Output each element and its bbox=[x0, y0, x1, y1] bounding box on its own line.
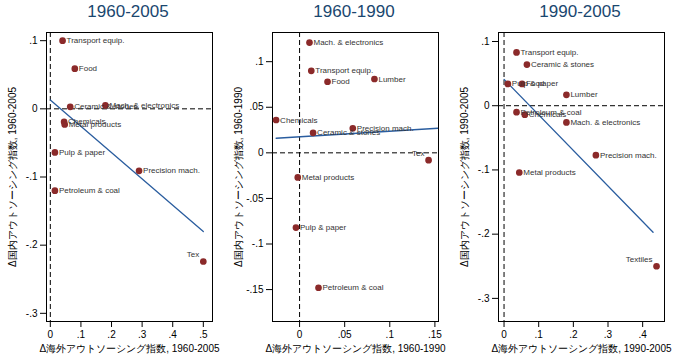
svg-text:.05: .05 bbox=[338, 329, 352, 340]
svg-text:Textiles: Textiles bbox=[626, 255, 653, 264]
svg-text:Transport equip.: Transport equip. bbox=[521, 48, 579, 57]
svg-text:Δ海外アウトソーシング指数, 1990-2005: Δ海外アウトソーシング指数, 1990-2005 bbox=[491, 343, 671, 354]
svg-text:Precision mach.: Precision mach. bbox=[143, 166, 200, 175]
svg-text:-.1: -.1 bbox=[26, 171, 38, 182]
svg-text:.1: .1 bbox=[386, 329, 395, 340]
svg-text:0: 0 bbox=[297, 329, 303, 340]
svg-text:Pulp & paper: Pulp & paper bbox=[300, 223, 347, 232]
svg-text:.2: .2 bbox=[569, 329, 578, 340]
svg-text:Pulp & paper: Pulp & paper bbox=[512, 79, 559, 88]
svg-text:0: 0 bbox=[48, 329, 54, 340]
svg-text:Δ国内アウトソーシング指数, 1960-2005: Δ国内アウトソーシング指数, 1960-2005 bbox=[7, 87, 18, 267]
svg-text:-.2: -.2 bbox=[26, 239, 38, 250]
svg-text:Precision mach.: Precision mach. bbox=[600, 151, 657, 160]
svg-text:Ceramic & stones: Ceramic & stones bbox=[531, 60, 594, 69]
svg-text:-.05: -.05 bbox=[246, 193, 264, 204]
svg-text:0: 0 bbox=[258, 147, 264, 158]
svg-text:.05: .05 bbox=[250, 101, 264, 112]
svg-text:Transport equip.: Transport equip. bbox=[67, 36, 125, 45]
svg-text:Δ国内アウトソーシング指数, 1990-2005: Δ国内アウトソーシング指数, 1990-2005 bbox=[459, 87, 470, 267]
svg-text:0: 0 bbox=[484, 100, 490, 111]
svg-text:-.1: -.1 bbox=[252, 238, 264, 249]
svg-text:0: 0 bbox=[32, 103, 38, 114]
svg-text:-.3: -.3 bbox=[26, 308, 38, 319]
svg-text:.15: .15 bbox=[428, 329, 442, 340]
svg-text:Metal products: Metal products bbox=[523, 168, 575, 177]
svg-text:Pulp & paper: Pulp & paper bbox=[59, 148, 106, 157]
svg-text:Δ海外アウトソーシング指数, 1960-1990: Δ海外アウトソーシング指数, 1960-1990 bbox=[265, 343, 445, 354]
svg-text:Precision mach.: Precision mach. bbox=[357, 124, 414, 133]
svg-text:Mach. & electronics: Mach. & electronics bbox=[313, 38, 383, 47]
svg-text:.2: .2 bbox=[107, 329, 116, 340]
html-text:1960-1990: 1960-1990 bbox=[313, 2, 395, 21]
svg-text:.1: .1 bbox=[29, 35, 38, 46]
svg-text:Chemicals: Chemicals bbox=[280, 116, 317, 125]
svg-text:-.1: -.1 bbox=[478, 164, 490, 175]
svg-text:Transport equip.: Transport equip. bbox=[315, 66, 373, 75]
svg-text:Petroleum & coal: Petroleum & coal bbox=[323, 283, 384, 292]
svg-text:Metal products: Metal products bbox=[69, 120, 121, 129]
html-text:1960-2005: 1960-2005 bbox=[87, 2, 169, 21]
svg-text:Δ国内アウトソーシング指数, 1960-1990: Δ国内アウトソーシング指数, 1960-1990 bbox=[233, 87, 244, 267]
svg-text:Chemicals: Chemicals bbox=[529, 110, 566, 119]
svg-text:Tex: Tex bbox=[412, 149, 424, 158]
svg-text:Δ海外アウトソーシング指数, 1960-2005: Δ海外アウトソーシング指数, 1960-2005 bbox=[39, 343, 219, 354]
svg-text:.1: .1 bbox=[77, 329, 86, 340]
svg-text:-.2: -.2 bbox=[478, 228, 490, 239]
svg-text:Metal products: Metal products bbox=[302, 173, 354, 182]
svg-text:Ceramic & stones: Ceramic & stones bbox=[317, 128, 381, 138]
svg-text:.4: .4 bbox=[169, 329, 178, 340]
svg-text:0: 0 bbox=[501, 329, 507, 340]
svg-text:Tex: Tex bbox=[187, 250, 199, 259]
svg-text:Mach. & electronics: Mach. & electronics bbox=[109, 101, 179, 110]
svg-text:.3: .3 bbox=[138, 329, 147, 340]
svg-text:-.3: -.3 bbox=[478, 293, 490, 304]
svg-text:-.15: -.15 bbox=[246, 284, 264, 295]
svg-text:Food: Food bbox=[79, 64, 97, 73]
svg-text:.1: .1 bbox=[481, 36, 490, 47]
svg-text:Ceramic & stones: Ceramic & stones bbox=[74, 102, 138, 112]
svg-text:Mach. & electronics: Mach. & electronics bbox=[570, 118, 640, 127]
svg-text:.1: .1 bbox=[535, 329, 544, 340]
svg-text:Food: Food bbox=[332, 77, 350, 86]
svg-text:Lumber: Lumber bbox=[570, 90, 597, 99]
svg-text:.5: .5 bbox=[199, 329, 208, 340]
svg-text:Petroleum & coal: Petroleum & coal bbox=[59, 186, 120, 195]
svg-text:.1: .1 bbox=[255, 56, 264, 67]
svg-text:Lumber: Lumber bbox=[378, 75, 405, 84]
svg-text:.3: .3 bbox=[604, 329, 613, 340]
html-text:1990-2005: 1990-2005 bbox=[539, 2, 621, 21]
svg-text:.4: .4 bbox=[638, 329, 647, 340]
svg-text:Food: Food bbox=[526, 79, 544, 88]
